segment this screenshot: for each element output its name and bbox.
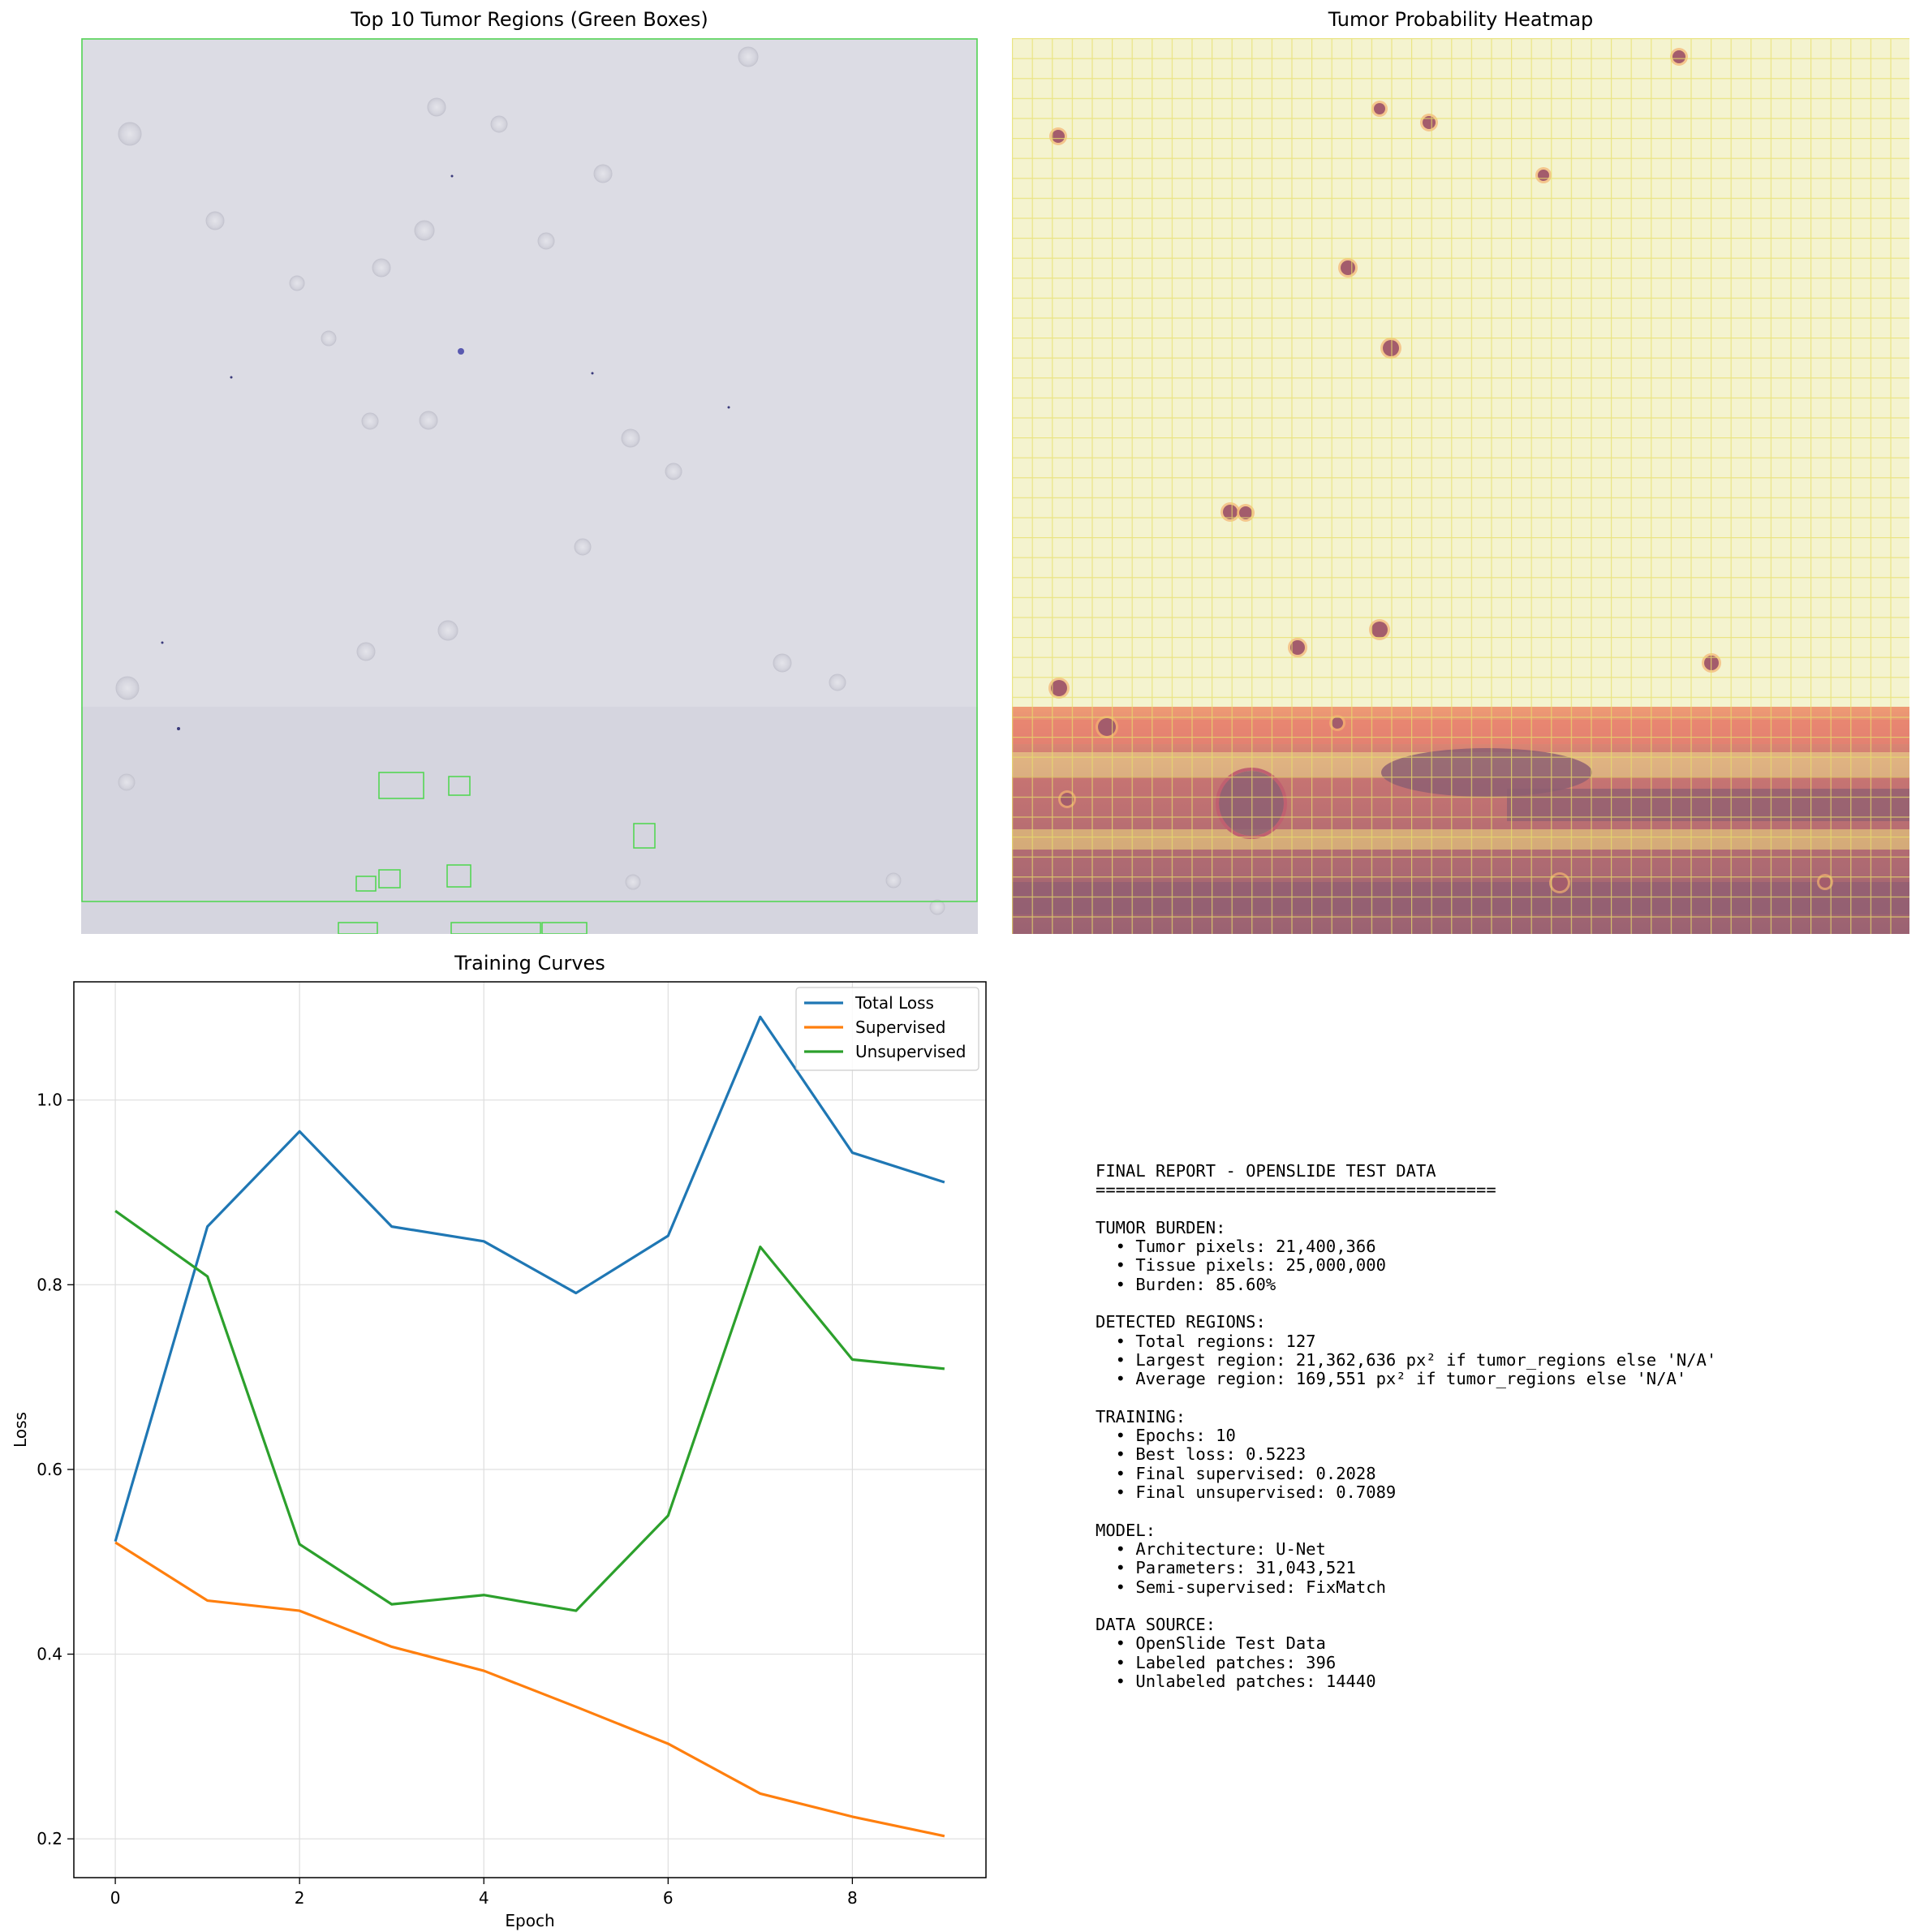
final-report: FINAL REPORT - OPENSLIDE TEST DATA =====… (1096, 1161, 1717, 1692)
slide-bubble (537, 232, 555, 250)
slide-bubble (625, 874, 641, 890)
y-tick-label: 0.2 (37, 1829, 62, 1848)
y-axis-ticks: 0.2 0.4 0.6 0.8 1.0 (37, 1091, 74, 1848)
heatmap-grid (1012, 38, 1909, 934)
plot-frame (73, 981, 987, 1878)
legend-label: Total Loss (855, 993, 934, 1013)
slide-bubble (574, 538, 592, 556)
slide-bubble (490, 115, 508, 133)
series-line-unsupervised (114, 1209, 945, 1612)
slide-bubbles (115, 46, 945, 915)
legend-label: Unsupervised (855, 1042, 966, 1061)
slide-bubble (665, 463, 682, 480)
slide-bubble (829, 673, 846, 691)
slide-bubble (414, 220, 435, 241)
legend-frame (795, 987, 979, 1071)
y-tick-label: 1.0 (37, 1091, 62, 1110)
training-curves-chart: Training Curves 0 2 4 6 8 0.2 0.4 0.6 0.8 1.0 Ep… (11, 952, 987, 1930)
slide-image-svg (81, 38, 978, 934)
slide-specks (161, 174, 730, 730)
x-tick-label: 4 (479, 1888, 489, 1908)
x-tick-label: 8 (847, 1888, 858, 1908)
slide-bubble (118, 773, 136, 791)
slide-bubble (621, 428, 640, 448)
slide-bubble (372, 258, 391, 278)
y-tick-label: 0.8 (37, 1275, 62, 1294)
slide-bubble (885, 872, 902, 889)
x-axis-label: Epoch (505, 1911, 554, 1930)
y-axis-label: Loss (11, 1412, 30, 1448)
slide-lower-region (81, 707, 978, 934)
tumor-boxes (81, 38, 978, 934)
series-line-total-loss (114, 1015, 945, 1543)
chart-grid (74, 982, 986, 1878)
x-tick-label: 6 (663, 1888, 674, 1908)
slide-bubble (773, 653, 792, 673)
x-tick-label: 0 (110, 1888, 121, 1908)
slide-upper-region (81, 38, 978, 707)
slide-image (81, 38, 978, 934)
chart-legend: Total Loss Supervised Unsupervised (795, 987, 979, 1071)
slide-bubble (115, 676, 140, 700)
slide-panel-title: Top 10 Tumor Regions (Green Boxes) (351, 8, 708, 31)
y-tick-label: 0.4 (37, 1645, 62, 1664)
x-tick-label: 2 (295, 1888, 305, 1908)
slide-bubble (929, 899, 945, 915)
slide-bubble (427, 97, 446, 117)
slide-bubble (361, 412, 379, 430)
slide-bubble (289, 275, 305, 291)
heatmap-panel-title: Tumor Probability Heatmap (1328, 8, 1594, 31)
slide-bubble (321, 330, 337, 346)
chart-series (114, 1015, 945, 1838)
slide-bubble (419, 411, 438, 430)
x-axis-ticks: 0 2 4 6 8 (110, 1878, 858, 1908)
slide-bubble (118, 122, 142, 146)
slide-bubble (356, 642, 376, 661)
legend-label: Supervised (855, 1018, 945, 1037)
slide-bubble (437, 620, 458, 641)
chart-title: Training Curves (454, 952, 605, 975)
slide-bubble (205, 211, 225, 230)
heatmap-image (1012, 38, 1909, 934)
slide-bubble (593, 164, 613, 183)
y-tick-label: 0.6 (37, 1460, 62, 1479)
series-line-supervised (114, 1541, 945, 1838)
heatmap-svg (1012, 38, 1909, 934)
slide-bubble (738, 46, 759, 67)
